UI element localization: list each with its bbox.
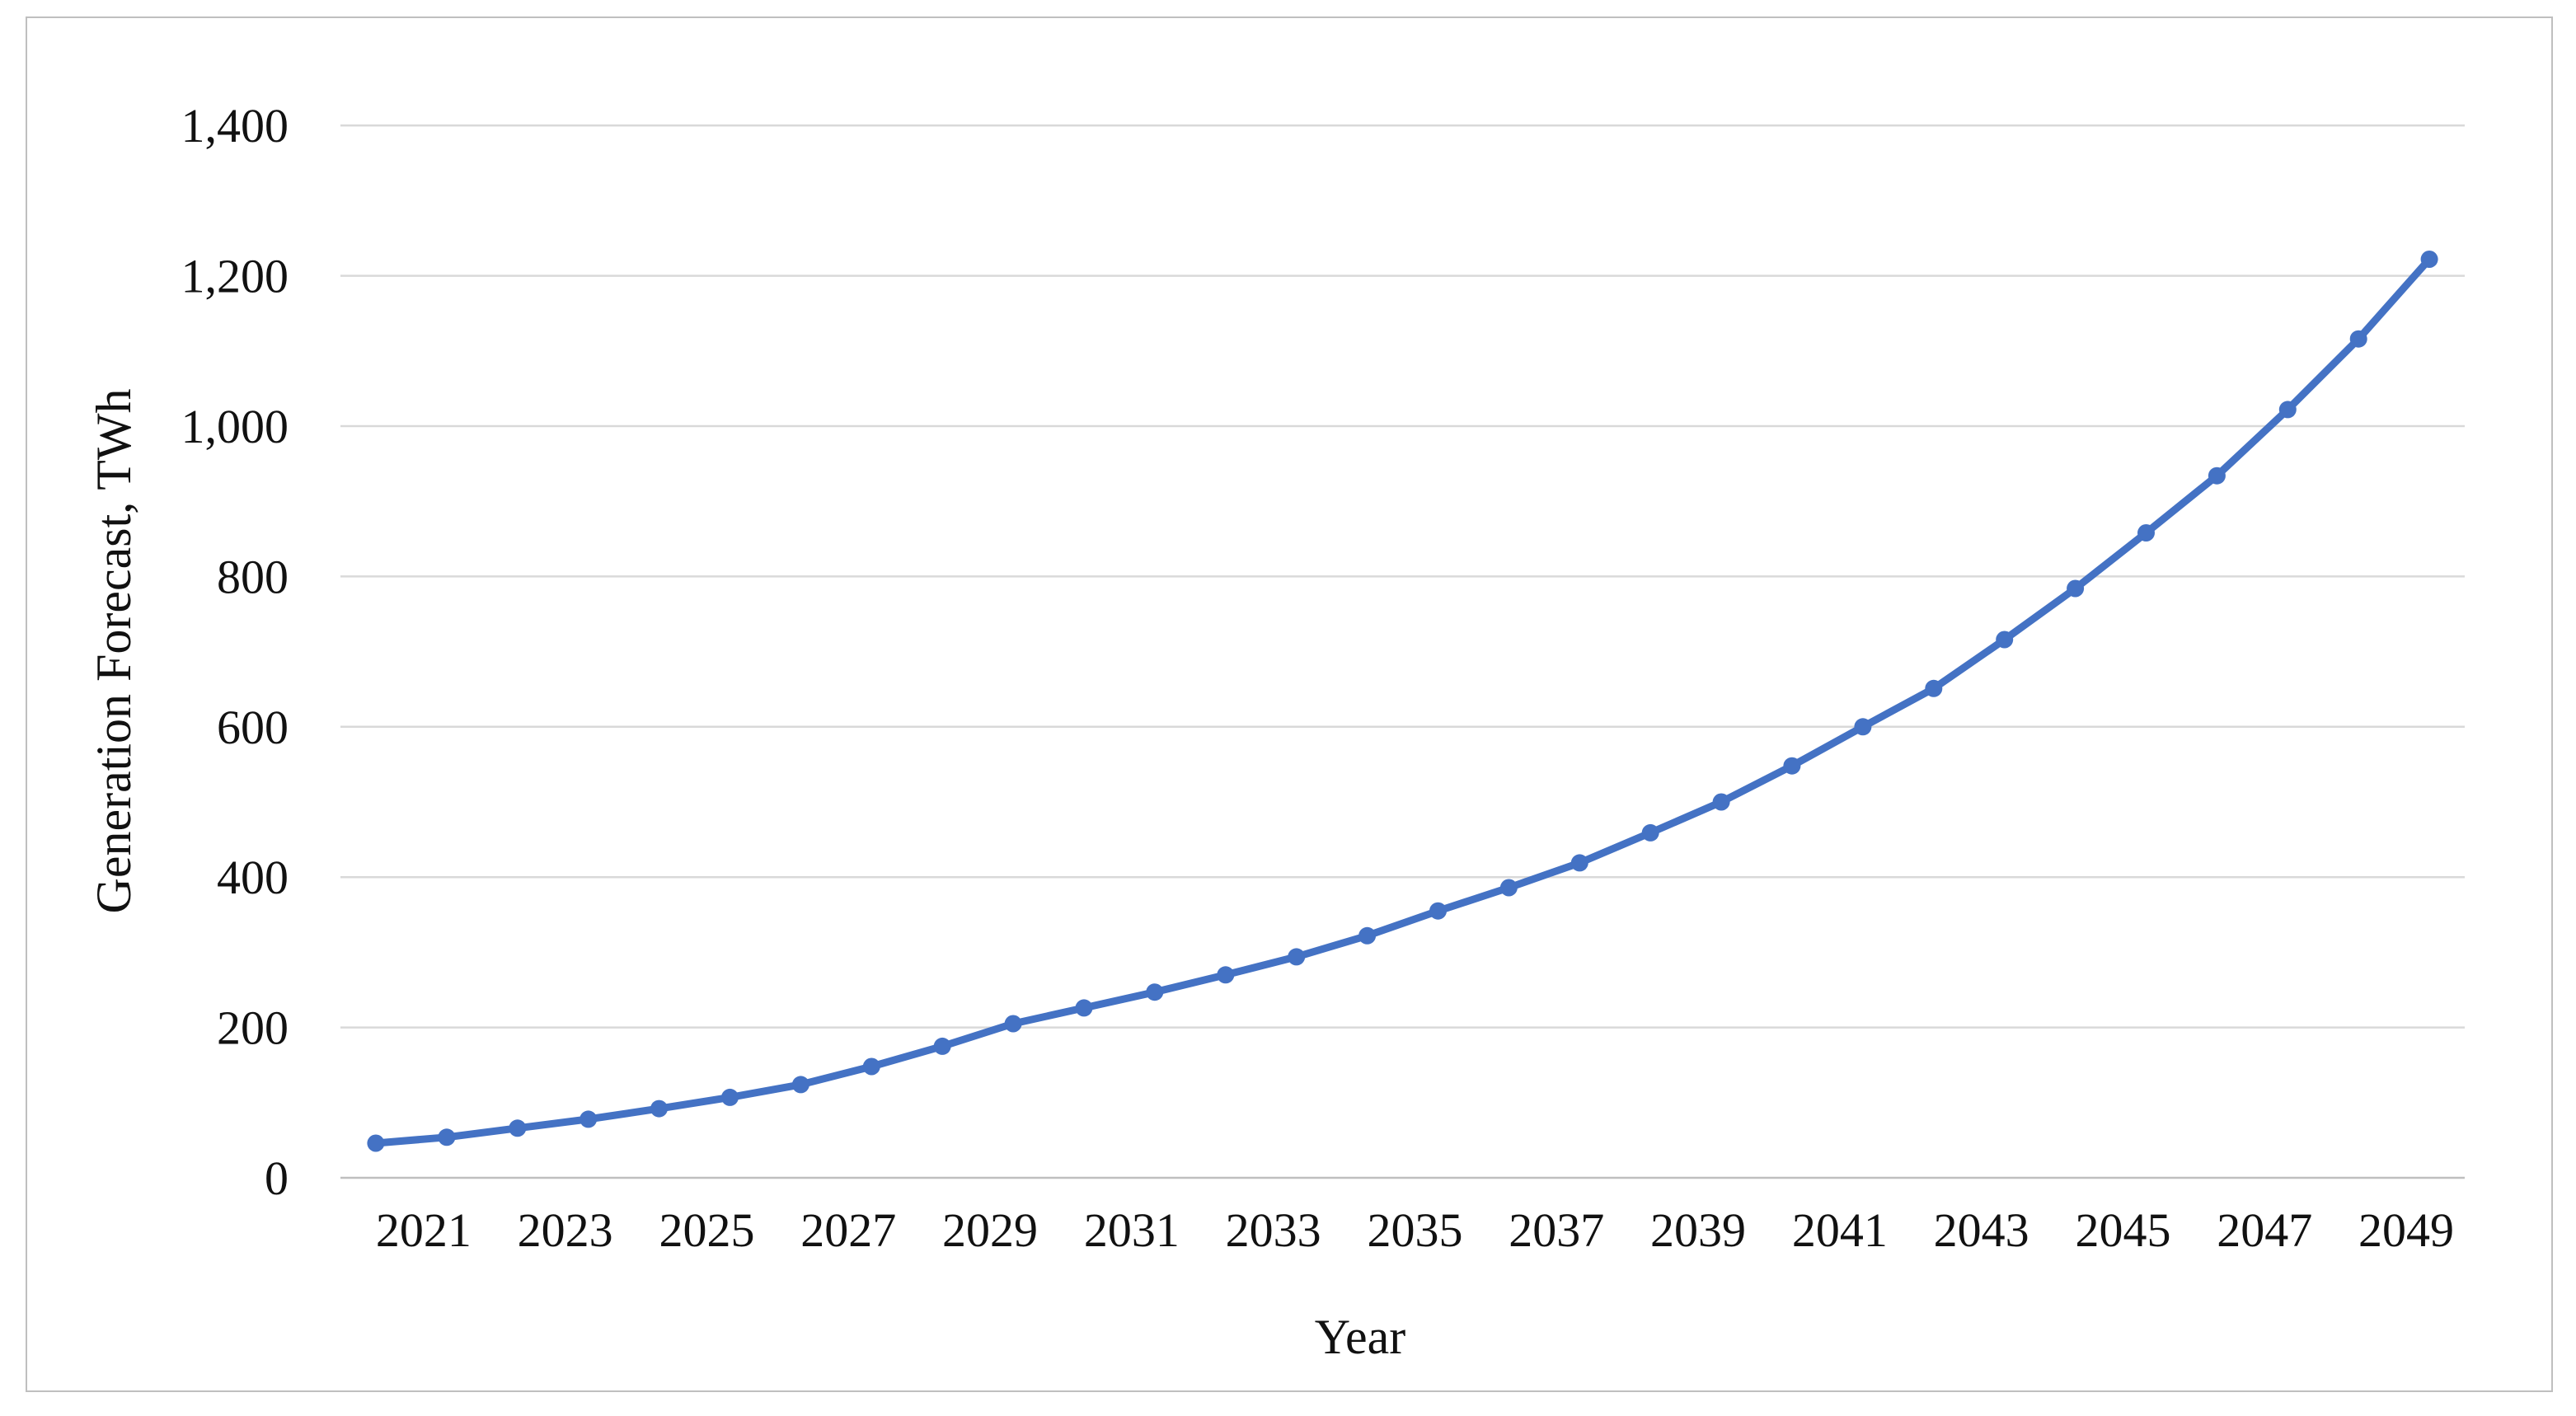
x-tick-label-2039: 2039 — [1650, 1203, 1746, 1257]
x-tick-label-2047: 2047 — [2217, 1203, 2312, 1257]
data-point-2043 — [1996, 631, 2014, 649]
y-tick-label-600: 600 — [217, 701, 289, 754]
x-tick-label-2049: 2049 — [2358, 1203, 2454, 1257]
x-tick-label-2021: 2021 — [376, 1203, 472, 1257]
x-tick-label-2025: 2025 — [659, 1203, 754, 1257]
data-point-2028 — [933, 1037, 951, 1055]
y-axis-title: Generation Forecast, TWh — [87, 388, 141, 913]
data-point-2027 — [862, 1057, 880, 1076]
data-point-2041 — [1854, 718, 1872, 736]
data-point-2048 — [2349, 330, 2367, 348]
data-point-2026 — [791, 1076, 809, 1094]
x-tick-label-2035: 2035 — [1367, 1203, 1462, 1257]
figure-border — [26, 16, 2553, 1392]
data-point-2037 — [1570, 854, 1588, 872]
data-point-2045 — [2137, 524, 2155, 542]
data-series — [367, 251, 2438, 1152]
data-point-2029 — [1004, 1015, 1022, 1033]
data-point-2022 — [509, 1119, 527, 1137]
data-point-2024 — [650, 1100, 668, 1118]
x-tick-label-2023: 2023 — [518, 1203, 613, 1257]
y-tick-label-800: 800 — [217, 550, 289, 603]
data-point-2040 — [1783, 757, 1801, 775]
data-point-2034 — [1358, 926, 1377, 945]
data-point-2035 — [1429, 902, 1447, 920]
data-point-2039 — [1712, 793, 1730, 811]
x-tick-label-2041: 2041 — [1792, 1203, 1888, 1257]
y-tick-label-1,000: 1,000 — [181, 400, 289, 453]
data-point-2033 — [1288, 948, 1306, 966]
data-point-2031 — [1146, 983, 1164, 1001]
data-point-2020 — [367, 1134, 385, 1152]
x-axis-tick-labels: 2021 2023 2025 2027 2029 2031 2033 2035 2037 2039… — [376, 1203, 2454, 1257]
x-tick-label-2031: 2031 — [1084, 1203, 1180, 1257]
x-tick-label-2029: 2029 — [942, 1203, 1038, 1257]
data-point-2021 — [438, 1128, 456, 1146]
data-point-2044 — [2067, 579, 2085, 598]
y-axis-tick-labels: 0 200 400 600 800 1,000 1,200 1,400 — [181, 99, 289, 1205]
data-point-2032 — [1217, 966, 1235, 984]
data-point-2049 — [2420, 251, 2438, 268]
series-line — [372, 256, 2433, 1147]
data-point-2042 — [1925, 679, 1943, 697]
data-point-2047 — [2278, 401, 2297, 419]
data-point-2038 — [1641, 823, 1659, 842]
gridlines — [340, 124, 2465, 1179]
y-tick-label-200: 200 — [217, 1001, 289, 1055]
x-axis-title: Year — [1315, 1310, 1406, 1364]
x-tick-label-2045: 2045 — [2075, 1203, 2170, 1257]
data-point-2025 — [721, 1088, 739, 1106]
data-point-2030 — [1075, 999, 1093, 1017]
y-tick-label-400: 400 — [217, 851, 289, 904]
y-tick-label-1,400: 1,400 — [181, 99, 289, 152]
x-tick-label-2043: 2043 — [1934, 1203, 2029, 1257]
data-point-2046 — [2208, 467, 2226, 485]
x-tick-label-2037: 2037 — [1509, 1203, 1604, 1257]
data-point-2023 — [579, 1110, 598, 1128]
y-tick-label-0: 0 — [265, 1151, 289, 1205]
data-point-2036 — [1499, 879, 1518, 897]
x-tick-label-2027: 2027 — [800, 1203, 896, 1257]
y-tick-label-1,200: 1,200 — [181, 250, 289, 303]
x-tick-label-2033: 2033 — [1226, 1203, 1321, 1257]
